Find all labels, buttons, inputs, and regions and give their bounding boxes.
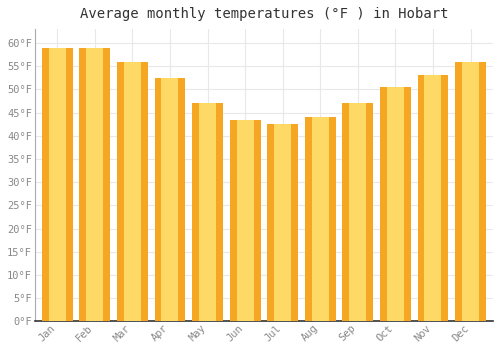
Bar (42, 48, 72, 321)
Bar (305, 117, 336, 321)
Bar (162, 78, 178, 321)
Bar (124, 62, 141, 321)
Bar (117, 62, 148, 321)
Bar (80, 48, 110, 321)
Bar (312, 117, 328, 321)
Bar (236, 119, 254, 321)
Bar (86, 48, 104, 321)
Bar (154, 78, 186, 321)
Bar (462, 62, 479, 321)
Bar (274, 124, 291, 321)
Bar (192, 103, 223, 321)
Bar (199, 103, 216, 321)
Bar (342, 103, 373, 321)
Bar (380, 87, 411, 321)
Bar (49, 48, 66, 321)
Bar (387, 87, 404, 321)
Bar (350, 103, 366, 321)
Bar (230, 119, 260, 321)
Bar (455, 62, 486, 321)
Bar (268, 124, 298, 321)
Bar (424, 76, 442, 321)
Bar (418, 76, 448, 321)
Title: Average monthly temperatures (°F ) in Hobart: Average monthly temperatures (°F ) in Ho… (80, 7, 448, 21)
